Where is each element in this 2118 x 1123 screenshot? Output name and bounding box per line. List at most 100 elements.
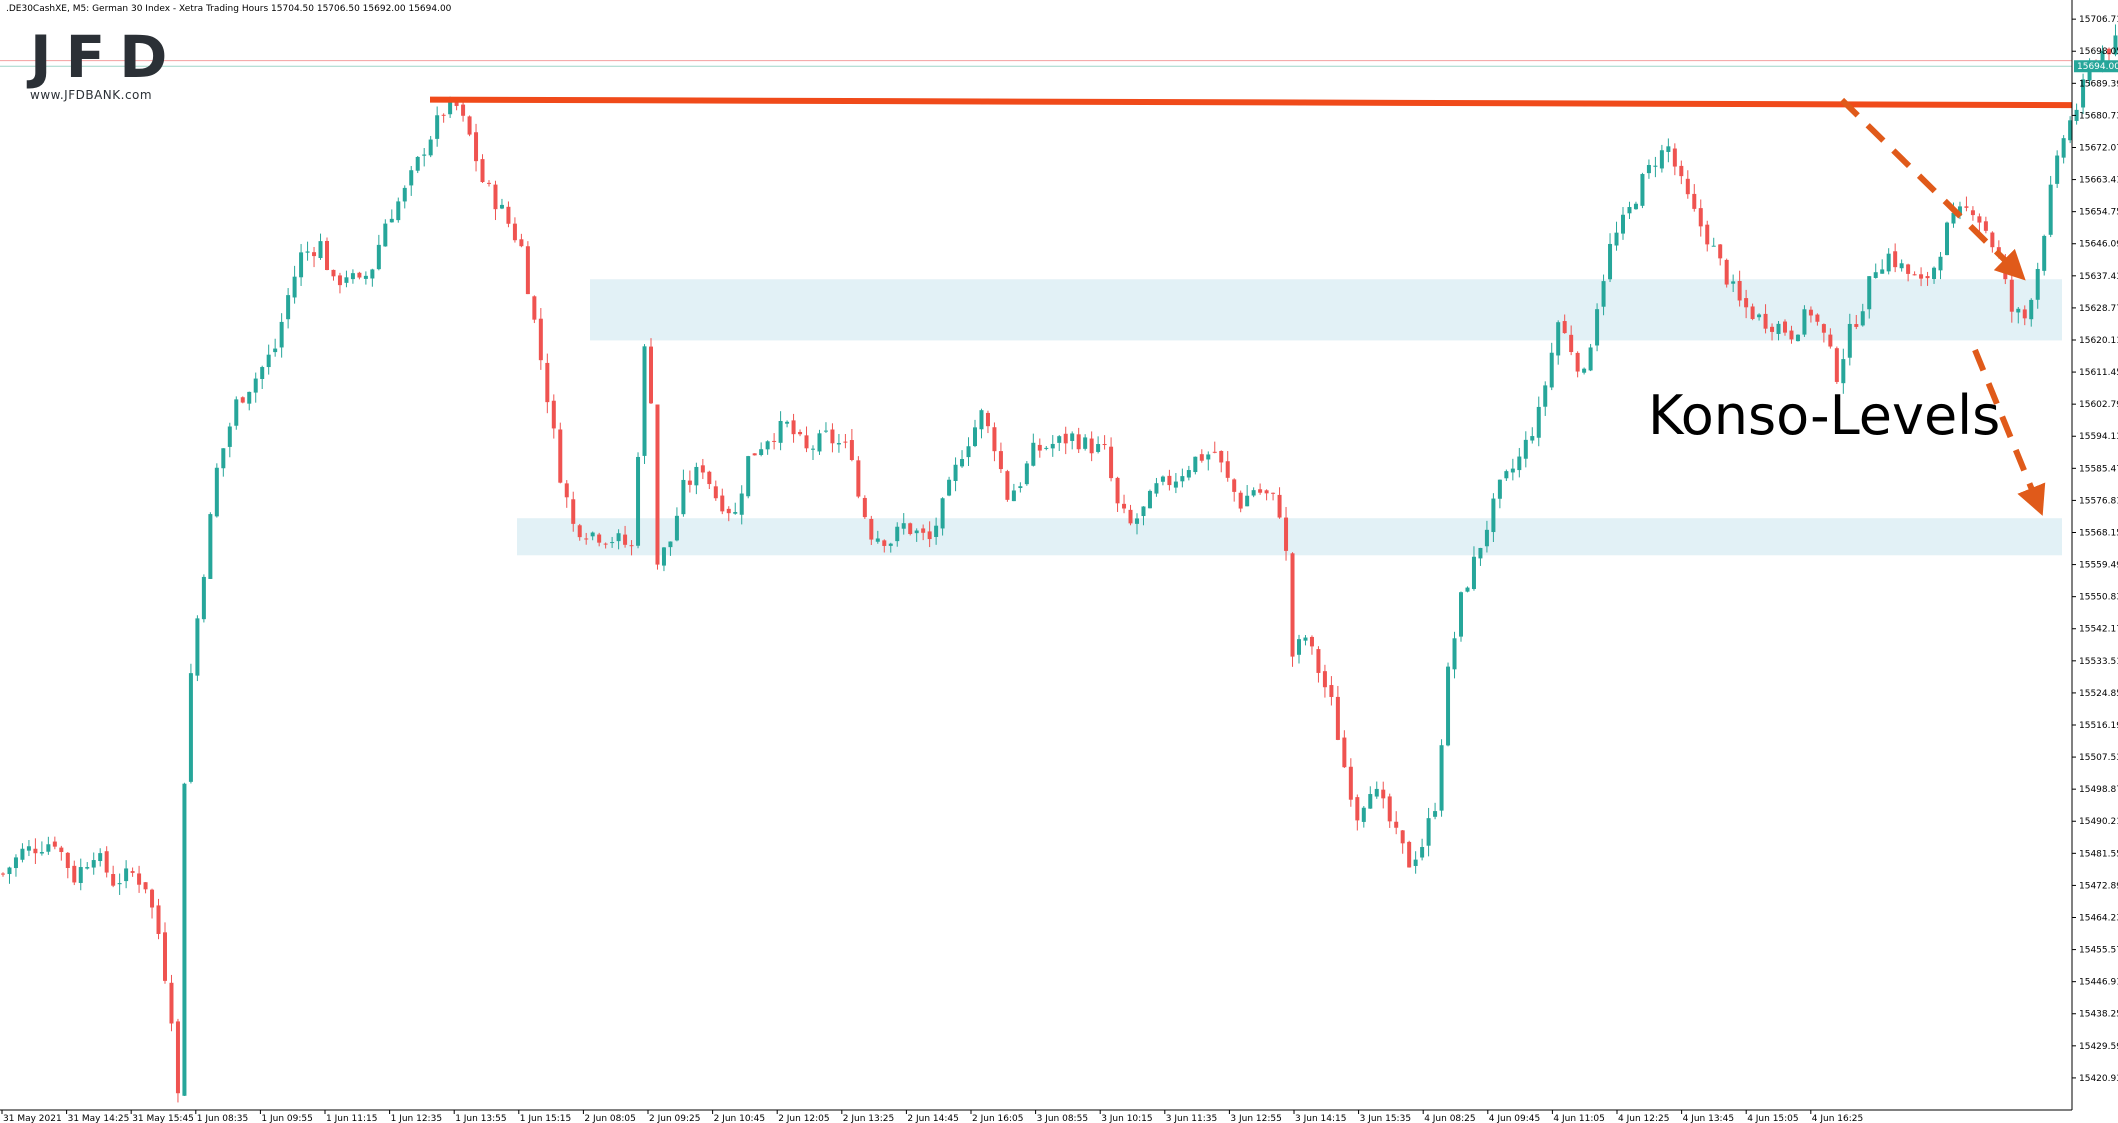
candle-body xyxy=(1335,696,1340,740)
candle-body xyxy=(234,399,239,426)
candle-body xyxy=(318,241,323,259)
candle-body xyxy=(791,420,796,435)
candle-body xyxy=(1854,324,1859,327)
candle-body xyxy=(1906,264,1911,274)
y-tick-label: 15602.79 xyxy=(2079,400,2118,410)
candle-body xyxy=(1608,243,1613,280)
arrow-lower xyxy=(1972,348,2046,516)
candle-body xyxy=(1258,489,1263,493)
candle-body xyxy=(733,512,738,514)
candle-body xyxy=(331,269,336,277)
candle-body xyxy=(785,421,790,424)
current-price-label: 15694.00 xyxy=(2077,62,2118,72)
candle-body xyxy=(629,545,634,547)
candle-body xyxy=(1666,146,1671,152)
candle-body xyxy=(1245,495,1250,507)
candle-body xyxy=(1,873,5,875)
konso-levels-label: Konso-Levels xyxy=(1648,384,2001,447)
x-tick-label: 4 Jun 08:25 xyxy=(1424,1114,1475,1123)
candle-body xyxy=(674,515,679,541)
candle-body xyxy=(545,362,550,403)
x-tick-label: 3 Jun 12:55 xyxy=(1230,1114,1281,1123)
y-tick-label: 15464.23 xyxy=(2079,913,2118,923)
candle-body xyxy=(998,451,1003,470)
candle-body xyxy=(1744,298,1749,308)
candle-body xyxy=(551,400,556,429)
x-tick-label: 31 May 2021 xyxy=(3,1114,62,1123)
candle-body xyxy=(1724,259,1729,285)
candle-body xyxy=(1271,492,1276,494)
candle-body xyxy=(1919,274,1924,279)
y-tick-label: 15628.77 xyxy=(2079,304,2118,314)
logo-website: www.JFDBANK.com xyxy=(30,88,153,102)
candle-body xyxy=(65,852,70,868)
candle-body xyxy=(13,857,18,869)
candle-body xyxy=(78,867,83,883)
candle-body xyxy=(1484,529,1489,547)
candle-body xyxy=(214,467,219,517)
candle-body xyxy=(1037,444,1042,451)
candle-body xyxy=(1659,150,1664,169)
candle-body xyxy=(875,538,880,542)
candle-body xyxy=(940,498,945,529)
candle-body xyxy=(973,427,977,447)
candle-body xyxy=(1044,447,1049,449)
candle-body xyxy=(1711,245,1716,247)
y-tick-label: 15507.53 xyxy=(2079,753,2118,763)
x-tick-label: 2 Jun 09:25 xyxy=(649,1114,700,1123)
candle-body xyxy=(286,295,291,320)
candle-body xyxy=(584,538,589,540)
candle-body xyxy=(104,851,109,873)
y-tick-label: 15455.57 xyxy=(2079,946,2118,956)
candle-body xyxy=(1083,437,1088,449)
y-tick-label: 15516.19 xyxy=(2079,721,2118,731)
candle-body xyxy=(2081,79,2086,108)
candle-body xyxy=(1679,165,1684,177)
candle-body xyxy=(1096,444,1101,452)
x-tick-label: 4 Jun 09:45 xyxy=(1489,1114,1540,1123)
candle-body xyxy=(1413,859,1418,866)
candle-body xyxy=(1530,436,1535,441)
candle-body xyxy=(396,201,401,221)
candle-body xyxy=(914,530,919,534)
candle-body xyxy=(1808,309,1813,316)
candle-body xyxy=(713,486,718,499)
candle-body xyxy=(564,483,569,498)
candle-body xyxy=(1316,649,1321,673)
candle-body xyxy=(1828,334,1833,347)
x-tick-label: 1 Jun 08:35 xyxy=(197,1114,248,1123)
candle-body xyxy=(1290,553,1295,657)
candle-body xyxy=(1011,490,1016,502)
x-tick-label: 4 Jun 12:25 xyxy=(1618,1114,1669,1123)
candle-body xyxy=(1031,442,1036,466)
candle-body xyxy=(811,448,815,450)
candle-body xyxy=(1543,385,1548,407)
candle-body xyxy=(1938,256,1943,271)
candle-body xyxy=(389,218,394,223)
y-tick-label: 15576.81 xyxy=(2079,496,2118,506)
candle-body xyxy=(1698,208,1703,227)
candle-body xyxy=(1128,509,1133,524)
candle-body xyxy=(1297,639,1301,655)
candle-body xyxy=(39,852,44,854)
candle-body xyxy=(538,318,543,361)
candle-body xyxy=(305,251,310,253)
candle-body xyxy=(1750,306,1755,319)
candle-body xyxy=(441,114,446,116)
candle-body xyxy=(1860,311,1865,326)
candle-body xyxy=(1024,463,1029,485)
candle-body xyxy=(111,874,116,886)
candle-body xyxy=(765,441,770,450)
candle-body xyxy=(260,367,265,380)
candle-body xyxy=(1731,281,1736,284)
candle-body xyxy=(266,354,271,368)
candle-body xyxy=(124,868,129,882)
candle-body xyxy=(2100,50,2105,70)
y-tick-label: 15646.09 xyxy=(2079,240,2118,250)
candle-body xyxy=(681,479,686,515)
candle-body xyxy=(1646,165,1651,174)
candle-body xyxy=(1238,492,1243,509)
candle-body xyxy=(1322,671,1327,688)
candle-body xyxy=(1653,165,1658,167)
